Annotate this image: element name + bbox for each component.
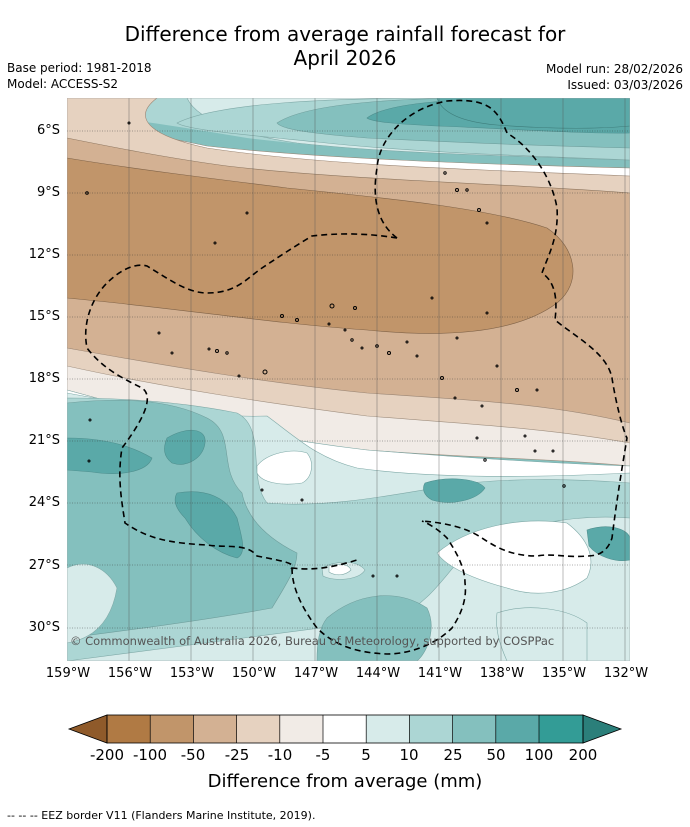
colorbar-bin-5 <box>279 715 323 743</box>
lon-label-150w: 150°W <box>231 666 277 681</box>
wet-south-white-3 <box>328 564 352 576</box>
model-name: Model: ACCESS-S2 <box>7 77 119 91</box>
colorbar-bin-10 <box>495 715 539 743</box>
lat-label-18s: 18°S <box>28 371 60 386</box>
colorbar-bin-4 <box>236 715 280 743</box>
colorbar <box>67 714 623 744</box>
colorbar-frame <box>106 714 584 744</box>
colorbar-bin-9 <box>452 715 496 743</box>
wet-south-white-1 <box>256 450 312 485</box>
lat-label-21s: 21°S <box>28 433 60 448</box>
wet-south-light-2 <box>67 563 118 644</box>
colorbar-bin-1 <box>107 715 151 743</box>
title-line-1: Difference from average rainfall forecas… <box>124 22 566 46</box>
cbar-tick-50: 50 <box>486 746 506 764</box>
lat-label-15s: 15°S <box>28 309 60 324</box>
lon-label-144w: 144°W <box>355 666 401 681</box>
wet-south-deep-3 <box>174 491 244 559</box>
meta-right: Model run: 28/02/2026 Issued: 03/03/2026 <box>546 61 683 93</box>
cbar-tick-10: 10 <box>399 746 419 764</box>
cbar-tick-neg25: -25 <box>224 746 250 764</box>
colorbar-title: Difference from average (mm) <box>207 771 483 792</box>
cbar-tick-neg50: -50 <box>180 746 206 764</box>
lon-label-147w: 147°W <box>293 666 339 681</box>
wet-south-deep-5 <box>586 526 630 561</box>
eez-border-north <box>374 99 628 558</box>
cbar-tick-neg10: -10 <box>267 746 293 764</box>
model-run: Model run: 28/02/2026 <box>545 62 683 76</box>
cbar-tick-5: 5 <box>361 746 371 764</box>
meta-left: Base period: 1981-2018 Model: ACCESS-S2 <box>7 60 152 92</box>
islands <box>85 121 566 578</box>
lat-label-12s: 12°S <box>28 247 60 262</box>
wet-south-deep-2 <box>164 430 206 465</box>
colorbar-bin-6 <box>323 715 367 743</box>
lat-label-6s: 6°S <box>36 123 60 138</box>
chart-title: Difference from average rainfall forecas… <box>0 22 690 70</box>
eez-footnote: -- -- -- EEZ border V11 (Flanders Marine… <box>7 809 316 822</box>
colorbar-bin-3 <box>193 715 237 743</box>
cbar-tick-neg100: -100 <box>132 746 168 764</box>
band-north-deep <box>436 98 630 129</box>
wet-south-mid-4 <box>316 595 432 661</box>
lon-label-141w: 141°W <box>417 666 463 681</box>
cbar-tick-neg200: -200 <box>89 746 125 764</box>
base-period: Base period: 1981-2018 <box>7 61 152 75</box>
copyright-text: © Commonwealth of Australia 2026, Bureau… <box>70 634 554 648</box>
wet-south-light-3 <box>496 607 588 661</box>
dry-band-inner <box>67 157 574 334</box>
colorbar-extend-high <box>582 714 623 744</box>
rainfall-anomaly-map: © Commonwealth of Australia 2026, Bureau… <box>67 98 630 661</box>
lon-label-159w: 159°W <box>45 666 91 681</box>
lon-label-135w: 135°W <box>541 666 587 681</box>
lat-label-30s: 30°S <box>28 620 60 635</box>
colorbar-bin-7 <box>366 715 410 743</box>
cbar-tick-200: 200 <box>568 746 598 764</box>
eez-border-west <box>84 233 398 570</box>
issued-date: Issued: 03/03/2026 <box>567 78 683 92</box>
colorbar-bin-2 <box>150 715 194 743</box>
cbar-tick-100: 100 <box>524 746 554 764</box>
cbar-tick-neg5: -5 <box>315 746 331 764</box>
eez-border-south <box>291 520 467 655</box>
lon-label-153w: 153°W <box>169 666 215 681</box>
wet-south-deep-1 <box>67 437 153 474</box>
wet-south-white-2 <box>436 520 592 594</box>
cbar-tick-25: 25 <box>443 746 463 764</box>
lon-label-138w: 138°W <box>479 666 525 681</box>
lon-label-132w: 132°W <box>603 666 649 681</box>
colorbar-bin-8 <box>409 715 453 743</box>
lat-label-24s: 24°S <box>28 495 60 510</box>
lat-label-27s: 27°S <box>28 558 60 573</box>
lon-label-156w: 156°W <box>107 666 153 681</box>
colorbar-bin-11 <box>539 715 583 743</box>
lat-label-9s: 9°S <box>36 185 60 200</box>
colorbar-extend-low <box>67 714 108 744</box>
title-line-2: April 2026 <box>293 46 397 70</box>
meridians <box>128 98 626 661</box>
